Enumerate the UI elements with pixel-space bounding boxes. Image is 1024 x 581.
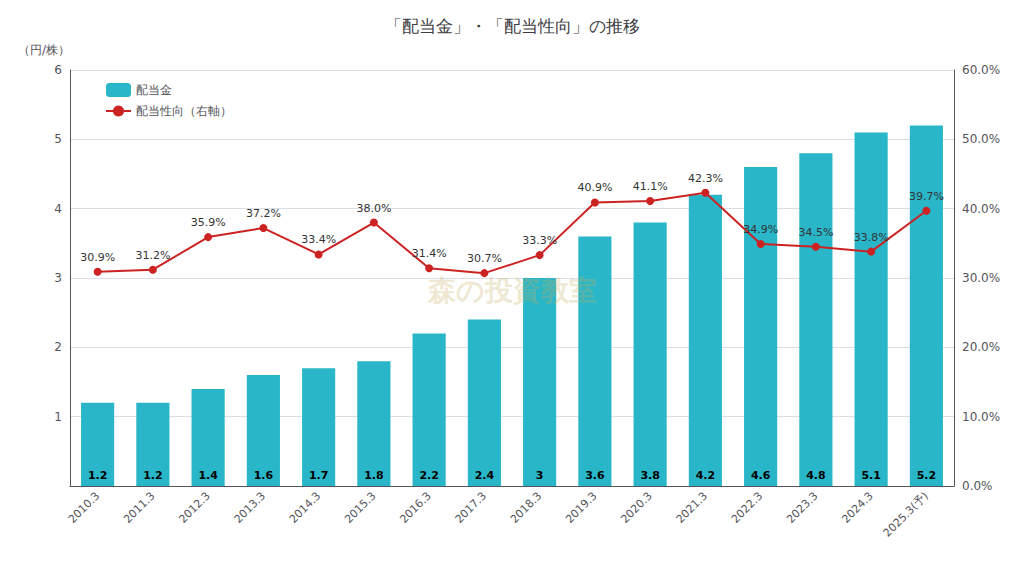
svg-text:（円/株）: （円/株）: [18, 43, 70, 57]
svg-text:2023.3: 2023.3: [784, 489, 820, 525]
svg-text:森の投資教室: 森の投資教室: [427, 274, 597, 307]
svg-text:2020.3: 2020.3: [618, 489, 654, 525]
svg-text:1: 1: [54, 410, 62, 424]
svg-text:4.2: 4.2: [696, 469, 716, 482]
svg-text:3.6: 3.6: [585, 469, 605, 482]
svg-text:40.0%: 40.0%: [962, 202, 1000, 216]
svg-text:34.9%: 34.9%: [743, 223, 778, 236]
svg-text:30.7%: 30.7%: [467, 252, 502, 265]
svg-text:50.0%: 50.0%: [962, 132, 1000, 146]
svg-text:35.9%: 35.9%: [191, 216, 226, 229]
svg-text:5: 5: [54, 132, 62, 146]
svg-text:2024.3: 2024.3: [839, 489, 875, 525]
svg-text:37.2%: 37.2%: [246, 207, 281, 220]
svg-text:2012.3: 2012.3: [176, 489, 212, 525]
svg-text:0.0%: 0.0%: [962, 479, 993, 493]
svg-text:配当金: 配当金: [136, 83, 172, 97]
svg-text:2014.3: 2014.3: [287, 489, 323, 525]
svg-text:2.4: 2.4: [475, 469, 495, 482]
svg-text:1.7: 1.7: [309, 469, 329, 482]
svg-text:3: 3: [536, 469, 544, 482]
svg-text:38.0%: 38.0%: [356, 202, 391, 215]
svg-text:2019.3: 2019.3: [563, 489, 599, 525]
svg-text:39.7%: 39.7%: [909, 190, 944, 203]
svg-text:41.1%: 41.1%: [633, 180, 668, 193]
svg-text:1.6: 1.6: [254, 469, 274, 482]
svg-text:2: 2: [54, 340, 62, 354]
svg-text:2017.3: 2017.3: [453, 489, 489, 525]
svg-text:31.2%: 31.2%: [135, 249, 170, 262]
svg-text:2.2: 2.2: [419, 469, 439, 482]
svg-text:42.3%: 42.3%: [688, 172, 723, 185]
svg-text:2011.3: 2011.3: [121, 489, 157, 525]
svg-text:2018.3: 2018.3: [508, 489, 544, 525]
svg-text:「配当金」・「配当性向」の推移: 「配当金」・「配当性向」の推移: [385, 16, 640, 36]
svg-text:40.9%: 40.9%: [577, 181, 612, 194]
svg-text:3.8: 3.8: [640, 469, 660, 482]
svg-text:3: 3: [54, 271, 62, 285]
svg-text:配当性向（右軸）: 配当性向（右軸）: [136, 104, 232, 118]
svg-text:1.2: 1.2: [143, 469, 163, 482]
svg-text:30.9%: 30.9%: [80, 251, 115, 264]
svg-text:20.0%: 20.0%: [962, 340, 1000, 354]
svg-text:4.6: 4.6: [751, 469, 771, 482]
svg-text:2016.3: 2016.3: [397, 489, 433, 525]
svg-text:34.5%: 34.5%: [798, 226, 833, 239]
svg-text:2021.3: 2021.3: [674, 489, 710, 525]
svg-text:4.8: 4.8: [806, 469, 826, 482]
svg-text:1.2: 1.2: [88, 469, 108, 482]
svg-text:33.4%: 33.4%: [301, 233, 336, 246]
svg-text:2022.3: 2022.3: [729, 489, 765, 525]
svg-text:4: 4: [54, 202, 62, 216]
svg-text:6: 6: [54, 63, 62, 77]
svg-text:2010.3: 2010.3: [66, 489, 102, 525]
svg-text:1.8: 1.8: [364, 469, 384, 482]
svg-text:60.0%: 60.0%: [962, 63, 1000, 77]
svg-text:5.2: 5.2: [917, 469, 937, 482]
svg-text:5.1: 5.1: [861, 469, 881, 482]
svg-text:33.8%: 33.8%: [854, 231, 889, 244]
svg-text:2025.3(予): 2025.3(予): [881, 489, 931, 539]
svg-text:30.0%: 30.0%: [962, 271, 1000, 285]
svg-text:2015.3: 2015.3: [342, 489, 378, 525]
svg-text:33.3%: 33.3%: [522, 234, 557, 247]
svg-text:31.4%: 31.4%: [412, 247, 447, 260]
svg-text:10.0%: 10.0%: [962, 410, 1000, 424]
svg-text:2013.3: 2013.3: [232, 489, 268, 525]
svg-text:1.4: 1.4: [198, 469, 218, 482]
